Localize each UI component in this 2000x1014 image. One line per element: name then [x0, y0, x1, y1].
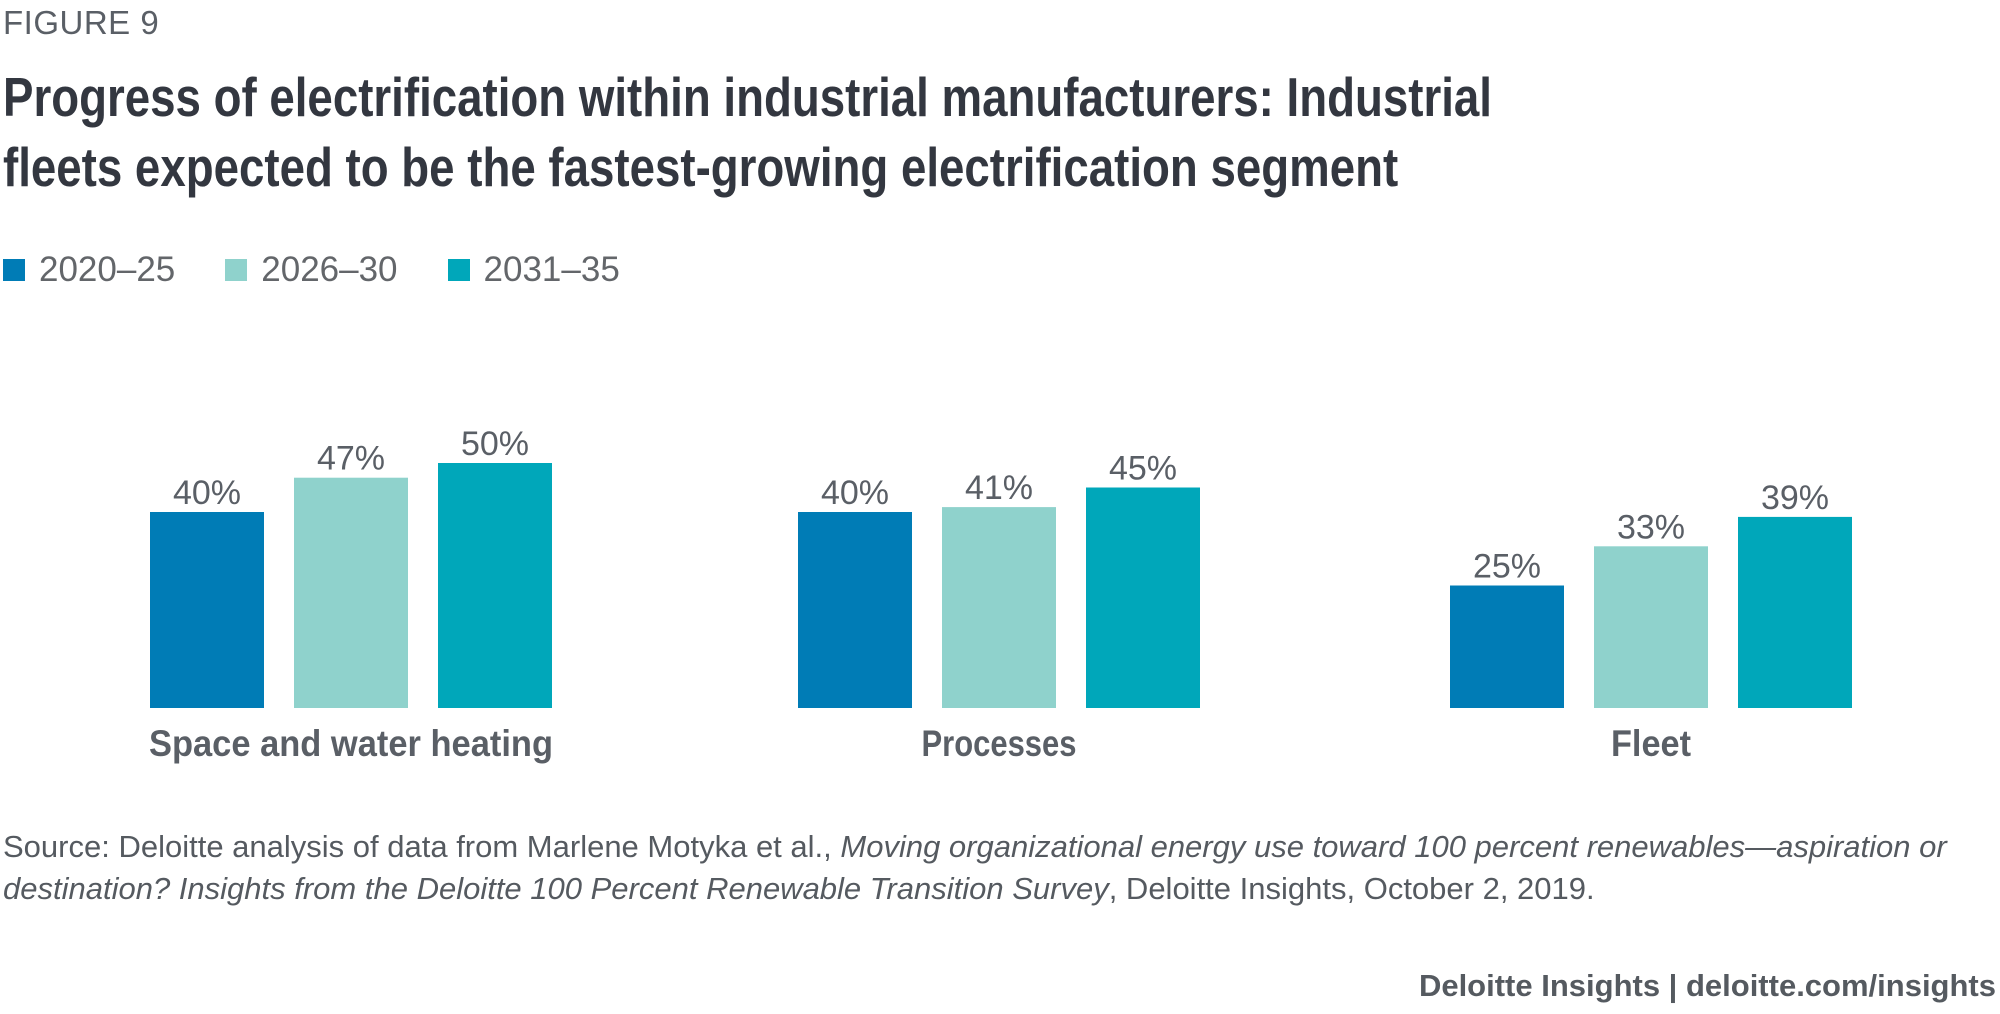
bar [798, 512, 912, 708]
bar [942, 507, 1056, 708]
figure-label: FIGURE 9 [3, 4, 160, 41]
category-label: Processes [922, 723, 1077, 764]
data-label: 33% [1617, 508, 1685, 546]
bar [1594, 546, 1708, 708]
data-label: 45% [1109, 450, 1177, 488]
legend-swatch [447, 259, 470, 281]
data-label: 50% [461, 425, 529, 463]
source-note: Source: Deloitte analysis of data from M… [3, 826, 1953, 910]
source-suffix: , Deloitte Insights, October 2, 2019. [1108, 871, 1595, 906]
category-label: Space and water heating [149, 723, 553, 764]
legend-label: 2020–25 [39, 250, 176, 289]
legend-item: 2031–35 [447, 250, 620, 290]
bar [294, 477, 408, 708]
bar-group: 25% 33% 39% Fleet [1450, 479, 1852, 764]
bar [1738, 516, 1852, 708]
chart-title: Progress of electrification within indus… [3, 66, 1492, 198]
category-label: Fleet [1611, 723, 1691, 764]
bar [1086, 487, 1200, 708]
legend: 2020–25 2026–30 2031–35 [3, 250, 670, 290]
data-label: 41% [965, 469, 1033, 507]
data-label: 25% [1473, 548, 1541, 586]
legend-item: 2020–25 [3, 250, 175, 290]
legend-swatch [225, 259, 248, 281]
data-label: 47% [317, 440, 385, 478]
data-label: 40% [173, 474, 241, 512]
data-label: 39% [1761, 479, 1829, 517]
legend-label: 2026–30 [261, 250, 398, 289]
source-title: Moving organizational energy use toward … [3, 829, 1947, 906]
bar [1450, 585, 1564, 708]
legend-swatch [3, 259, 25, 281]
bar [438, 463, 552, 708]
bar [150, 512, 264, 708]
bar-group: 40% 47% 50% Space and water heating [149, 425, 553, 764]
bar-group: 40% 41% 45% Processes [798, 450, 1200, 764]
source-prefix: Source: Deloitte analysis of data from M… [3, 829, 841, 864]
bar-chart: 40% 47% 50% Space and water heating 40% 41% 45… [149, 425, 1852, 764]
legend-item: 2026–30 [225, 250, 398, 290]
footer-credit: Deloitte Insights | deloitte.com/insight… [1418, 968, 1996, 1003]
data-label: 40% [821, 474, 889, 512]
legend-label: 2031–35 [483, 250, 620, 289]
